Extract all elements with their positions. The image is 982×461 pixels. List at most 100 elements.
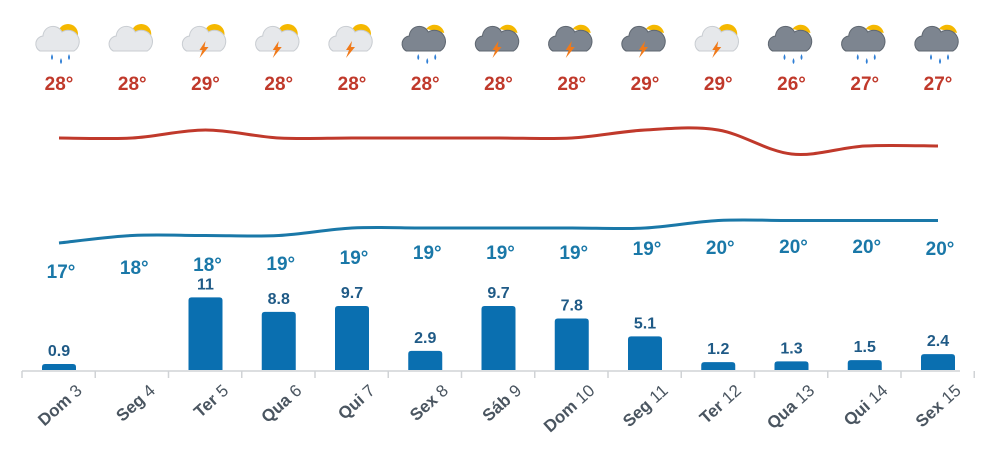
lightning-bolt [272, 41, 282, 58]
precip-label: 1.3 [780, 340, 802, 357]
raindrop [865, 58, 868, 64]
precip-bar [188, 297, 223, 370]
precip-bar [42, 364, 76, 370]
lightning-bolt [712, 41, 722, 58]
raindrop [68, 54, 70, 60]
precip-bar [261, 311, 296, 370]
precip-label: 11 [197, 276, 214, 293]
sun-peek [939, 24, 957, 33]
cloud [401, 25, 446, 52]
min-temp-label: 20° [706, 238, 735, 259]
lightning-bolt [492, 41, 502, 58]
precip-label: 0.9 [48, 343, 70, 360]
max-temp-label: 29° [704, 74, 733, 95]
precip-bar [554, 318, 589, 370]
day-label: Seg 11 [619, 381, 672, 431]
day-label: Qua 13 [763, 381, 818, 433]
max-temp-label: 26° [777, 74, 806, 95]
day-label: Qui 14 [840, 381, 891, 430]
dark-cloud-thunder-icon [621, 24, 666, 58]
min-temp-label: 20° [779, 237, 808, 258]
sun-cloud-thunder-icon [255, 24, 300, 58]
sun-peek [865, 24, 884, 33]
cloud [914, 25, 959, 52]
sun-cloud-thunder-icon [328, 24, 373, 58]
dark-cloud-rain-icon [767, 24, 813, 64]
max-temp-label: 27° [850, 74, 879, 95]
raindrop [426, 58, 429, 64]
raindrop [417, 54, 420, 60]
precip-label: 9.7 [341, 285, 363, 302]
cloud [474, 25, 520, 52]
max-temp-label: 29° [191, 74, 220, 95]
day-label: Sáb 9 [479, 381, 525, 425]
day-label: Ter 12 [696, 381, 745, 428]
max-temp-label: 28° [264, 74, 293, 95]
max-temp-label: 28° [45, 74, 74, 95]
min-temp-label: 20° [852, 237, 881, 258]
cloud [108, 25, 153, 52]
day-label: Dom 10 [540, 381, 598, 436]
sun-cloud-thunder-icon [694, 24, 739, 58]
cloud [181, 25, 227, 52]
min-temp-line [58, 218, 938, 245]
cloud [255, 25, 300, 52]
raindrop [856, 54, 859, 60]
lightning-bolt [639, 41, 648, 58]
precip-label: 1.2 [707, 341, 729, 358]
cloud [841, 25, 886, 52]
min-temp-label: 19° [340, 248, 369, 269]
sun-peek [572, 24, 591, 33]
dark-cloud-rain-icon [401, 24, 446, 64]
min-temp-label: 18° [120, 258, 149, 279]
min-temp-label: 17° [47, 262, 76, 283]
sun-cloud-rain-icon [35, 24, 80, 64]
raindrop [939, 58, 941, 64]
max-temp-label: 28° [411, 74, 440, 95]
cloud [694, 25, 739, 52]
sun-peek [646, 24, 664, 33]
min-temp-label: 19° [559, 243, 588, 264]
sun-peek [792, 24, 811, 33]
raindrop [930, 54, 932, 60]
min-temp-label: 19° [486, 243, 515, 264]
min-temp-label: 18° [193, 255, 222, 276]
sun-cloud-icon [108, 24, 153, 52]
max-temp-label: 28° [118, 74, 147, 95]
raindrop [873, 54, 876, 60]
precip-label: 2.9 [414, 330, 436, 347]
raindrop [792, 58, 795, 64]
precip-label: 7.8 [561, 298, 583, 315]
precip-label: 2.4 [927, 333, 949, 350]
min-temp-label: 19° [413, 243, 442, 264]
raindrop [800, 54, 803, 60]
raindrop [434, 54, 437, 60]
sun-peek [499, 24, 518, 33]
precip-bar [701, 362, 736, 370]
max-temp-label: 27° [924, 74, 953, 95]
dark-cloud-rain-icon [914, 24, 959, 64]
day-label: Seg 4 [112, 381, 158, 425]
day-label: Qua 6 [258, 381, 306, 427]
min-temp-label: 19° [266, 254, 295, 275]
sun-cloud-thunder-icon [181, 24, 227, 58]
dark-cloud-rain-icon [841, 24, 886, 64]
cloud [328, 25, 373, 52]
raindrop [60, 58, 62, 64]
min-temp-label: 20° [926, 239, 955, 260]
dark-cloud-thunder-icon [474, 24, 520, 58]
precip-bar [628, 336, 662, 370]
dark-cloud-thunder-icon [548, 24, 593, 58]
precip-bar [847, 360, 882, 370]
precip-label: 5.1 [634, 315, 656, 332]
max-temp-label: 28° [484, 74, 513, 95]
min-temp-label: 19° [633, 239, 662, 260]
cloud [548, 25, 593, 52]
cloud [35, 25, 80, 52]
cloud [621, 25, 666, 52]
day-label: Qui 7 [334, 381, 378, 424]
sun-peek [426, 24, 445, 33]
precip-label: 8.8 [268, 291, 290, 308]
max-temp-label: 28° [557, 74, 586, 95]
